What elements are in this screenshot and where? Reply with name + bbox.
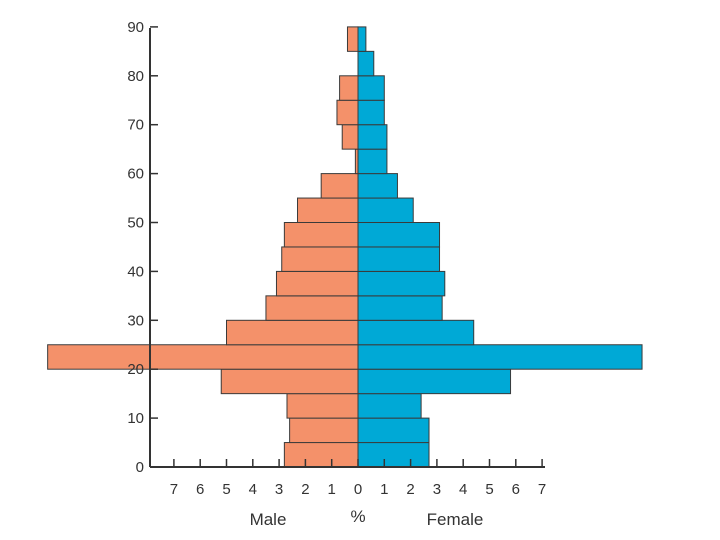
- percent-axis-title: %: [350, 507, 365, 526]
- x-tick-label: 6: [512, 481, 520, 498]
- male-bar-55-60: [320, 173, 359, 199]
- male-bar-25-30: [226, 319, 359, 346]
- x-tick-label: 1: [380, 481, 388, 498]
- female-bar-10-15: [357, 393, 422, 419]
- female-bar-25-30: [357, 319, 475, 346]
- female-bar-45-50: [357, 222, 441, 248]
- female-bar-5-10: [357, 417, 430, 444]
- male-bar-0-5: [283, 442, 359, 468]
- female-bar-60-65: [357, 148, 388, 175]
- female-bar-0-5: [357, 442, 430, 468]
- male-bar-20-25: [47, 344, 359, 370]
- x-tick-label: 4: [459, 481, 467, 498]
- female-axis-title: Female: [427, 510, 484, 529]
- male-bar-5-10: [289, 417, 359, 444]
- female-bar-30-35: [357, 295, 443, 321]
- male-bar-15-20: [220, 368, 359, 395]
- male-bars: [47, 26, 359, 468]
- x-axis-ticks: 7 6 5 4 3 2 1 0 1 2 3 4 5 6 7: [170, 459, 546, 498]
- female-bar-40-45: [357, 246, 441, 272]
- y-tick-label: 80: [127, 68, 144, 85]
- y-tick-label: 20: [127, 361, 144, 378]
- x-tick-label: 6: [196, 481, 204, 498]
- x-tick-label: 2: [301, 481, 309, 498]
- y-tick-label: 40: [127, 263, 144, 280]
- x-tick-label: 7: [538, 481, 546, 498]
- x-tick-label: 7: [170, 481, 178, 498]
- y-tick-label: 0: [136, 459, 144, 476]
- female-bar-75-80: [357, 75, 385, 101]
- male-bar-40-45: [281, 246, 359, 272]
- female-bars: [357, 26, 643, 468]
- x-tick-label: 3: [433, 481, 441, 498]
- male-bar-75-80: [339, 75, 359, 101]
- y-tick-label: 50: [127, 215, 144, 232]
- female-bar-55-60: [357, 173, 398, 199]
- female-bar-15-20: [357, 368, 512, 395]
- male-bar-45-50: [283, 222, 359, 248]
- male-bar-65-70: [341, 124, 359, 150]
- x-tick-label: 2: [406, 481, 414, 498]
- female-bar-50-55: [357, 197, 414, 224]
- y-axis-ticks: 0 10 20 30 40 50 60 70 80 90: [127, 19, 158, 476]
- female-bar-65-70: [357, 124, 388, 150]
- female-bar-80-85: [357, 50, 375, 77]
- x-tick-label: 5: [485, 481, 493, 498]
- x-tick-label: 4: [249, 481, 257, 498]
- x-tick-label: 3: [275, 481, 283, 498]
- male-bar-70-75: [336, 99, 359, 126]
- y-tick-label: 70: [127, 117, 144, 134]
- female-bar-70-75: [357, 99, 385, 126]
- male-axis-title: Male: [250, 510, 287, 529]
- male-bar-30-35: [265, 295, 359, 321]
- male-bar-85-90: [346, 26, 359, 52]
- x-tick-label: 5: [222, 481, 230, 498]
- male-bar-10-15: [286, 393, 359, 419]
- y-tick-label: 90: [127, 19, 144, 36]
- male-bar-35-40: [275, 270, 359, 297]
- x-tick-label: 0: [354, 481, 362, 498]
- male-bar-50-55: [297, 197, 359, 224]
- y-tick-label: 60: [127, 166, 144, 183]
- y-tick-label: 10: [127, 410, 144, 427]
- y-tick-label: 30: [127, 312, 144, 329]
- female-bar-35-40: [357, 270, 446, 297]
- female-bar-20-25: [357, 344, 643, 370]
- x-tick-label: 1: [328, 481, 336, 498]
- female-bar-85-90: [357, 26, 367, 52]
